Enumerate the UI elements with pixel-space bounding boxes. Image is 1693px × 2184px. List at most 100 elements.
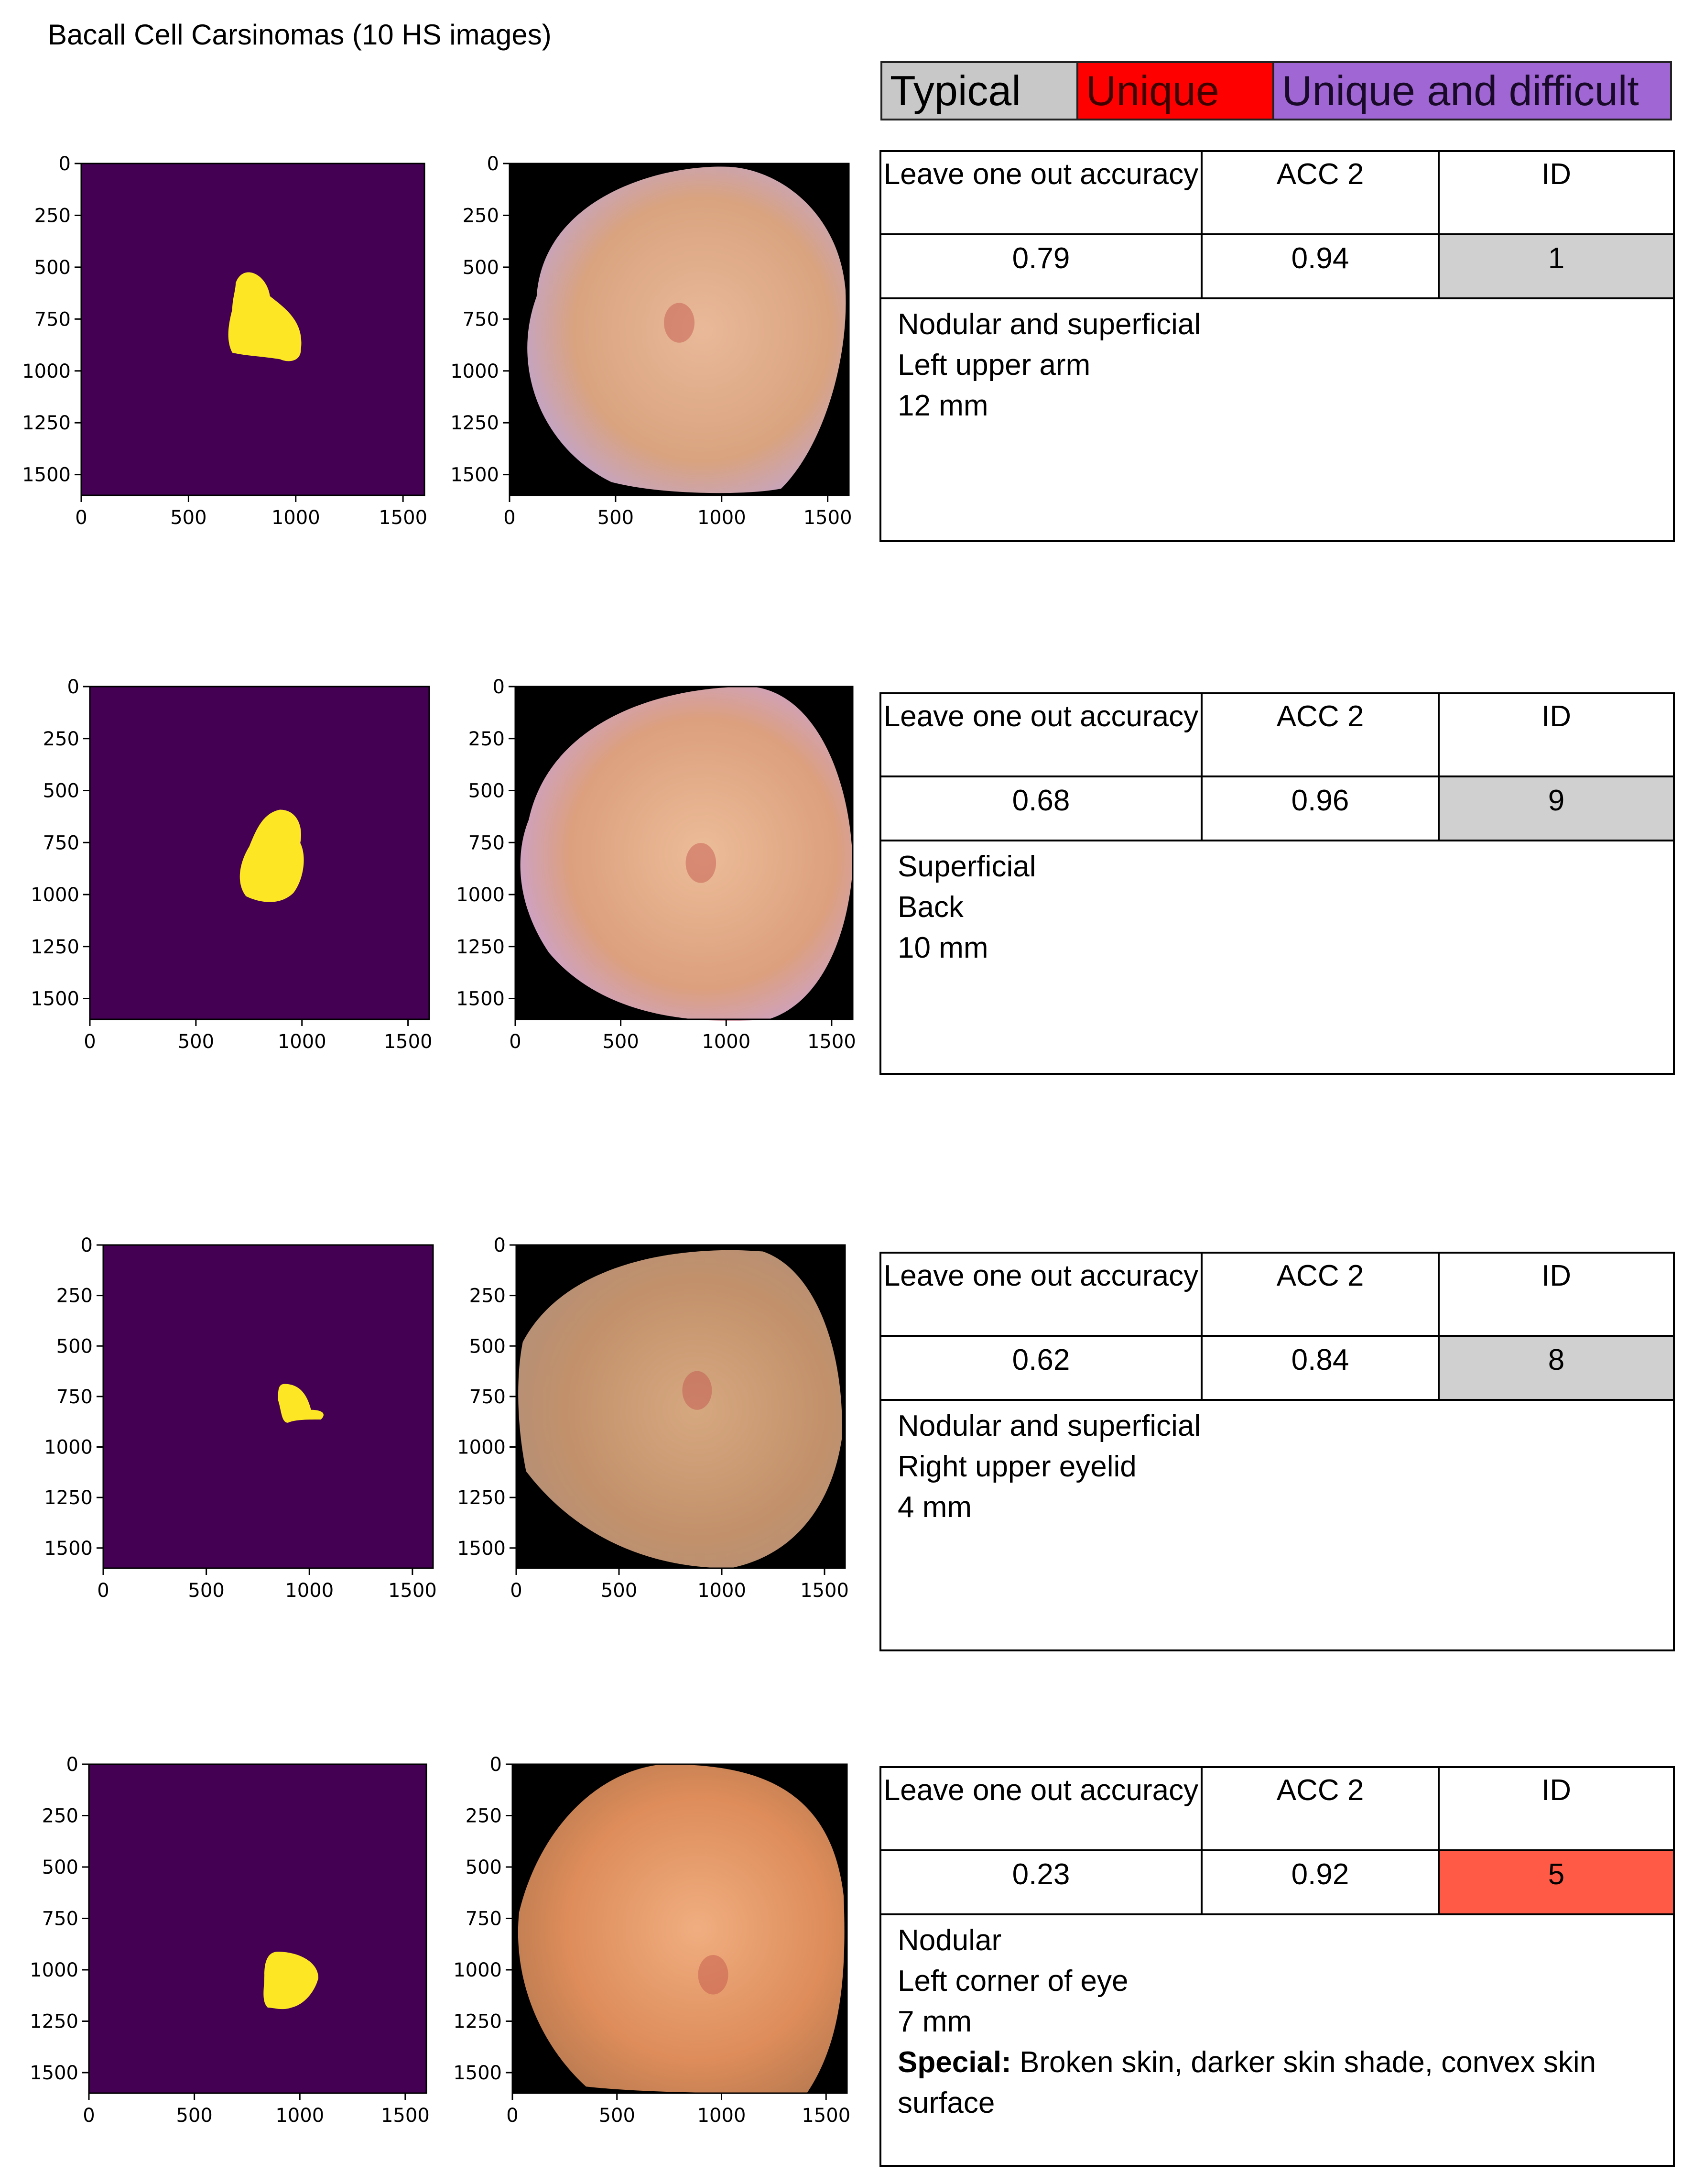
lesion-spot [664,303,695,343]
y-tick-label: 750 [469,1386,506,1408]
description-line: Right upper eyelid [898,1450,1137,1483]
loo-value: 0.68 [881,777,1203,840]
header-row: Leave one out accuracy ACC 2 ID [881,152,1673,235]
x-tick-label: 0 [97,1580,109,1602]
skin-photo-plot: 0 250 500 750 1000 1250 1500 0 500 1000 1500 [456,676,856,1053]
y-tick-label: 1250 [22,412,71,434]
segmentation-mask-plot: 0 250 500 750 1000 1250 1500 0 500 1000 1500 [31,676,432,1053]
y-tick-label: 1500 [450,464,499,486]
x-tick-label: 1500 [388,1580,437,1602]
x-tick-label: 0 [84,1031,96,1053]
x-tick-label: 1500 [802,2105,850,2127]
header-row: Leave one out accuracy ACC 2 ID [881,1768,1673,1851]
description-line: 7 mm [898,2005,972,2038]
x-tick-label: 500 [599,2105,635,2127]
acc2-value: 0.94 [1203,235,1440,297]
y-tick-label: 0 [66,1754,78,1776]
y-tick-label: 500 [466,1856,502,1878]
lesion-spot [698,1955,728,1995]
x-tick-label: 1500 [800,1580,849,1602]
acc2-value: 0.96 [1203,777,1440,840]
y-tick-label: 1000 [30,1959,78,1981]
legend-unique-difficult: Unique and difficult [1274,63,1670,119]
y-tick-label: 750 [468,832,505,854]
legend-typical: Typical [882,63,1078,119]
x-tick-label: 1000 [275,2105,324,2127]
lesion-spot [682,1371,712,1410]
x-tick-label: 0 [509,1031,521,1053]
y-tick-label: 1250 [30,2011,78,2033]
lesion-mask [228,272,302,361]
case-card: Leave one out accuracy ACC 2 ID 0.68 0.96 9 Su… [879,692,1675,1075]
id-value: 8 [1440,1337,1673,1399]
description-line: 4 mm [898,1491,972,1524]
y-tick-label: 750 [43,832,79,854]
y-tick-label: 1000 [456,884,505,906]
lesion-mask [263,1952,319,2009]
id-value: 5 [1440,1851,1673,1913]
skin-region [527,166,846,493]
y-tick-label: 1500 [44,1538,93,1560]
x-tick-label: 1000 [278,1031,326,1053]
y-tick-label: 1250 [31,936,79,958]
segmentation-mask-plot: 0 250 500 750 1000 1250 1500 0 500 1000 1500 [22,153,427,529]
segmentation-mask-plot: 0 250 500 750 1000 1250 1500 0 500 1000 1500 [44,1234,437,1602]
description-line: Nodular and superficial [898,1409,1201,1442]
y-tick-label: 1500 [453,2062,502,2084]
loo-header: Leave one out accuracy [881,1768,1203,1849]
case-description: Superficial Back 10 mm [881,841,1673,968]
y-tick-label: 250 [43,728,79,750]
lesion-mask [278,1384,324,1423]
value-row: 0.68 0.96 9 [881,777,1673,841]
skin-photo-plot: 0 250 500 750 1000 1250 1500 0 500 1000 1500 [450,153,852,529]
y-tick-label: 1000 [453,1959,502,1981]
y-tick-label: 0 [493,676,505,698]
y-tick-label: 0 [81,1234,93,1256]
id-header: ID [1541,158,1571,191]
acc2-header: ACC 2 [1203,694,1440,775]
x-tick-label: 1000 [271,507,320,529]
case-card: Leave one out accuracy ACC 2 ID 0.62 0.84 8 No… [879,1252,1675,1651]
acc2-header: ACC 2 [1203,1768,1440,1849]
id-header: ID [1541,1259,1571,1292]
mask-background [89,1764,426,2093]
y-tick-label: 1250 [450,412,499,434]
description-line: Nodular and superficial [898,308,1201,341]
x-tick-label: 500 [176,2105,212,2127]
y-tick-label: 250 [463,205,499,227]
y-tick-label: 500 [43,780,79,802]
x-tick-label: 500 [188,1580,224,1602]
x-tick-label: 1000 [285,1580,334,1602]
y-tick-label: 750 [42,1908,78,1930]
loo-header: Leave one out accuracy [881,152,1203,233]
description-line: Back [898,891,964,924]
description-line: 12 mm [898,389,988,422]
x-tick-label: 500 [601,1580,637,1602]
x-tick-label: 0 [75,507,87,529]
category-legend: Typical Unique Unique and difficult [880,61,1672,120]
skin-photo-plot: 0 250 500 750 1000 1250 1500 0 500 1000 1500 [453,1754,850,2127]
y-tick-label: 0 [67,676,79,698]
y-tick-label: 0 [494,1234,506,1256]
x-tick-label: 1500 [807,1031,856,1053]
x-tick-label: 500 [602,1031,639,1053]
description-line: 10 mm [898,931,988,964]
x-tick-label: 500 [170,507,206,529]
lesion-mask [239,809,304,902]
x-tick-label: 1500 [381,2105,430,2127]
x-tick-label: 1000 [697,507,746,529]
y-tick-label: 500 [469,1335,506,1357]
x-tick-label: 1000 [697,1580,746,1602]
y-tick-label: 750 [34,308,71,330]
y-tick-label: 1250 [456,936,505,958]
x-tick-label: 0 [510,1580,522,1602]
id-header: ID [1541,1774,1571,1807]
acc2-header: ACC 2 [1203,152,1440,233]
acc2-header: ACC 2 [1203,1254,1440,1335]
x-tick-label: 1500 [384,1031,433,1053]
y-tick-label: 250 [468,728,505,750]
skin-region [518,1764,845,2093]
y-tick-label: 250 [466,1805,502,1827]
id-value: 9 [1440,777,1673,840]
y-tick-label: 250 [34,205,71,227]
